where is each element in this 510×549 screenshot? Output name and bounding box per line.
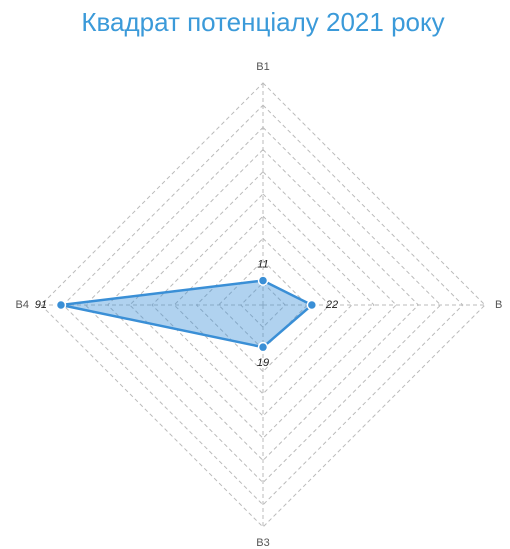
data-point (306, 299, 318, 311)
axis-label: B (495, 299, 502, 311)
data-label: 22 (325, 299, 338, 311)
axis-label: B1 (256, 61, 269, 73)
data-point (257, 275, 269, 286)
grid-ring (40, 82, 486, 528)
axis-label: B4 (16, 299, 29, 311)
data-label: 11 (257, 258, 268, 270)
data-label: 19 (257, 357, 269, 369)
axis-label: B3 (256, 537, 269, 549)
data-label: 91 (35, 299, 47, 311)
data-point (55, 299, 67, 311)
grid-ring (62, 104, 464, 506)
chart-title: Квадрат потенціалу 2021 року (81, 7, 444, 37)
data-point (257, 341, 269, 353)
series-area (60, 279, 315, 349)
